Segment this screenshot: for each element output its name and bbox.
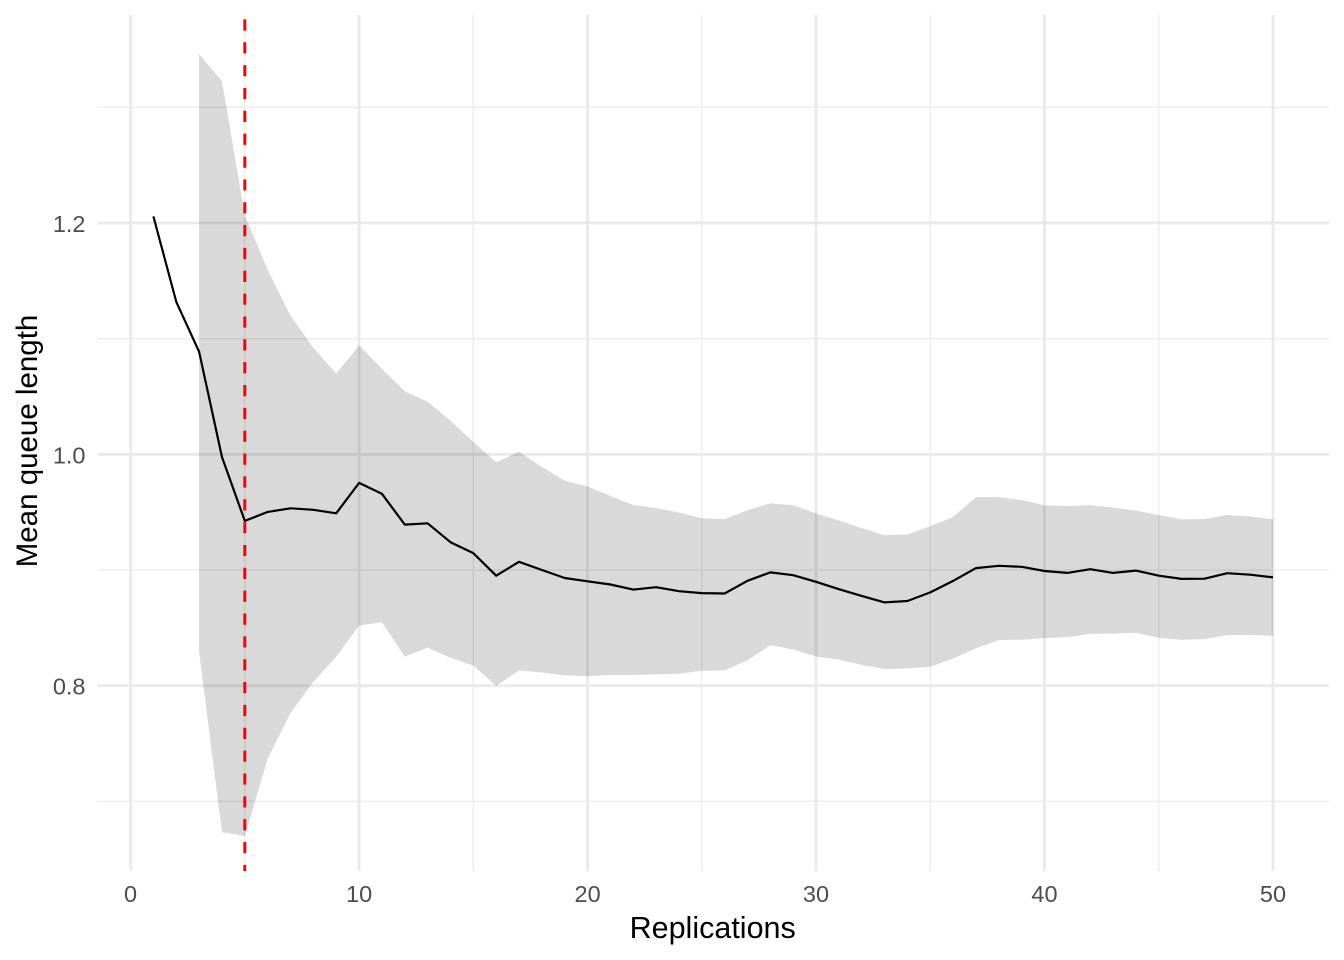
svg-text:20: 20: [575, 881, 601, 907]
svg-text:10: 10: [346, 881, 372, 907]
svg-text:50: 50: [1260, 881, 1286, 907]
svg-text:0.8: 0.8: [53, 674, 86, 700]
svg-text:1.0: 1.0: [53, 442, 86, 468]
svg-text:0: 0: [124, 881, 137, 907]
svg-text:30: 30: [803, 881, 829, 907]
svg-text:40: 40: [1031, 881, 1057, 907]
svg-text:1.2: 1.2: [53, 211, 86, 237]
svg-text:Mean queue length: Mean queue length: [11, 315, 44, 568]
svg-text:Replications: Replications: [630, 911, 796, 945]
